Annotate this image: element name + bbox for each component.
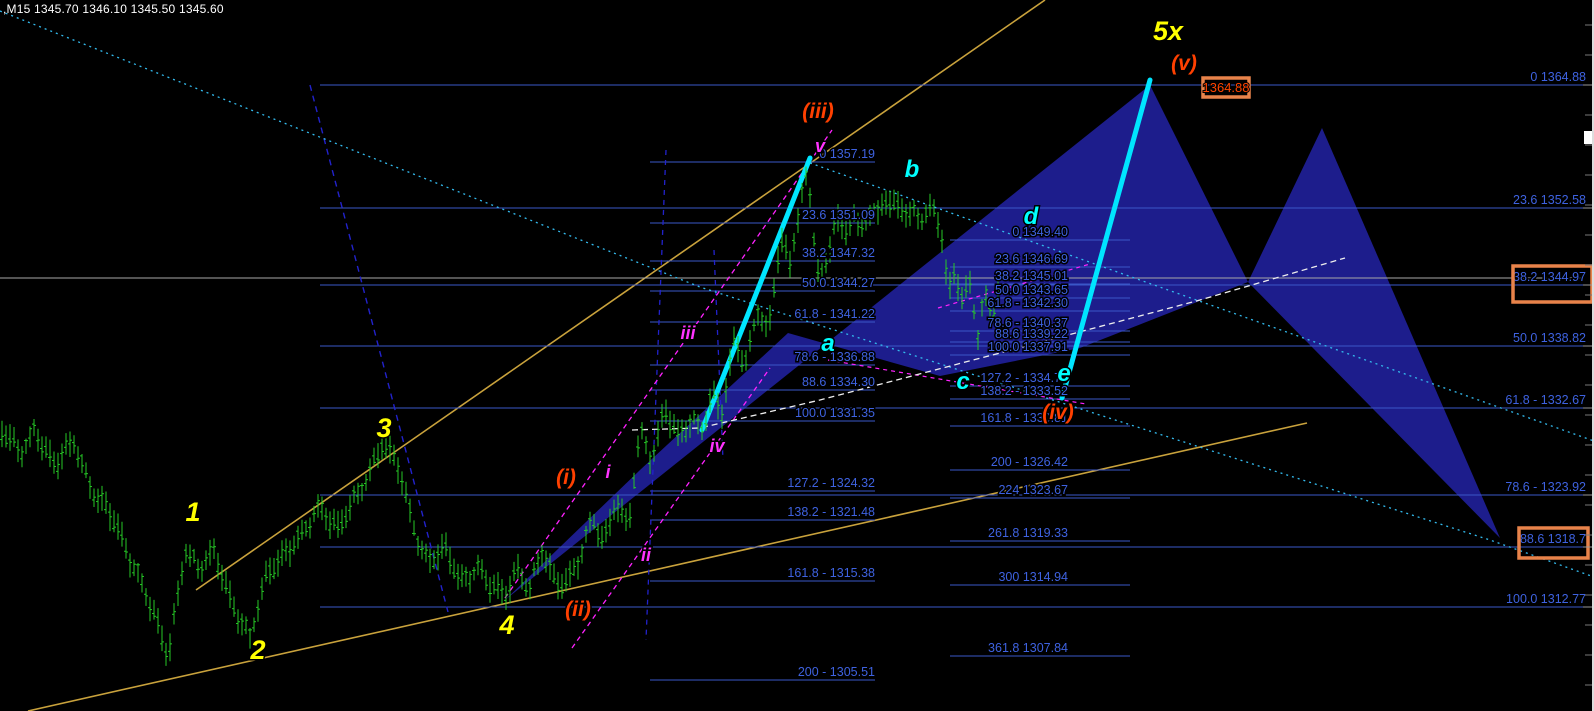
svg-text:0 1364.88: 0 1364.88	[1530, 70, 1586, 84]
svg-text:261.8 1319.33: 261.8 1319.33	[988, 526, 1068, 540]
svg-text:38.2 1347.32: 38.2 1347.32	[802, 246, 875, 260]
svg-text:100.0 1331.35: 100.0 1331.35	[795, 406, 875, 420]
svg-text:23.6 1346.69: 23.6 1346.69	[995, 252, 1068, 266]
svg-text:2: 2	[249, 635, 265, 665]
svg-text:50.0 1343.65: 50.0 1343.65	[995, 283, 1068, 297]
svg-text:78.6 - 1323.92: 78.6 - 1323.92	[1505, 480, 1586, 494]
svg-text:0 1357.19: 0 1357.19	[819, 147, 875, 161]
svg-text:d: d	[1024, 203, 1040, 230]
svg-text:50.0 1344.27: 50.0 1344.27	[802, 276, 875, 290]
svg-text:78.6 - 1340.37: 78.6 - 1340.37	[987, 316, 1068, 330]
svg-text:100.0 1337.91: 100.0 1337.91	[988, 340, 1068, 354]
dashed-lines[interactable]	[0, 10, 1594, 649]
svg-text:88.6 1339.22: 88.6 1339.22	[995, 327, 1068, 341]
svg-text:200 - 1305.51: 200 - 1305.51	[798, 665, 875, 679]
svg-text:23.6 1352.58: 23.6 1352.58	[1513, 193, 1586, 207]
svg-text:361.8 1307.84: 361.8 1307.84	[988, 641, 1068, 655]
svg-text:200 - 1326.42: 200 - 1326.42	[991, 455, 1068, 469]
svg-text:78.6 - 1336.88: 78.6 - 1336.88	[794, 350, 875, 364]
svg-text:(iii): (iii)	[802, 100, 834, 123]
svg-text:127.2 - 1324.32: 127.2 - 1324.32	[787, 476, 875, 490]
svg-text:a: a	[821, 330, 834, 357]
pattern-polygons[interactable]	[505, 85, 1500, 600]
svg-text:(ii): (ii)	[565, 598, 591, 621]
svg-text:100.0 1312.77: 100.0 1312.77	[1506, 592, 1586, 606]
candlesticks	[0, 166, 1000, 666]
svg-text:161.8 - 1315.38: 161.8 - 1315.38	[787, 566, 875, 580]
svg-text:b: b	[905, 156, 920, 183]
trend-lines[interactable]	[27, 0, 1308, 711]
svg-text:38.2 1345.01: 38.2 1345.01	[995, 269, 1068, 283]
svg-text:(i): (i)	[556, 466, 576, 489]
svg-text:iv: iv	[709, 436, 725, 456]
svg-text:300 1314.94: 300 1314.94	[998, 570, 1068, 584]
svg-text:5x: 5x	[1153, 16, 1184, 46]
svg-text:i: i	[605, 462, 611, 482]
svg-text:38.2 1344.97: 38.2 1344.97	[1513, 270, 1586, 284]
svg-text:161.8 - 1330.81: 161.8 - 1330.81	[980, 411, 1068, 425]
svg-text:61.8 - 1341.22: 61.8 - 1341.22	[794, 307, 875, 321]
svg-text:iii: iii	[680, 323, 696, 343]
svg-text:c: c	[956, 368, 969, 395]
svg-text:1364.88: 1364.88	[1203, 80, 1250, 95]
price-axis	[1583, 0, 1594, 711]
svg-text:23.6 1351.09: 23.6 1351.09	[802, 208, 875, 222]
svg-text:0 1349.40: 0 1349.40	[1012, 225, 1068, 239]
svg-text:1: 1	[185, 497, 200, 527]
svg-text:50.0 1338.82: 50.0 1338.82	[1513, 331, 1586, 345]
svg-text:61.8 - 1332.67: 61.8 - 1332.67	[1505, 393, 1586, 407]
svg-text:v: v	[815, 136, 826, 156]
svg-text:e: e	[1057, 360, 1070, 387]
fib-level-lines[interactable]	[320, 84, 1583, 681]
svg-text:4: 4	[498, 610, 514, 640]
svg-text:224 1323.67: 224 1323.67	[998, 483, 1068, 497]
symbol-ohlc-label: ,M15 1345.70 1346.10 1345.50 1345.60	[3, 2, 224, 16]
fib-level-labels: 0 1364.88 23.6 1352.58 38.2 1344.97 50.0 13…	[786, 69, 1588, 681]
svg-text:3: 3	[376, 413, 391, 443]
svg-text:127.2 - 1334.79: 127.2 - 1334.79	[980, 371, 1068, 385]
svg-text:(v): (v)	[1171, 52, 1197, 75]
svg-text:88.6 1318.7: 88.6 1318.7	[1520, 532, 1586, 546]
svg-text:138.2 - 1321.48: 138.2 - 1321.48	[787, 505, 875, 519]
svg-text:138.2 - 1333.52: 138.2 - 1333.52	[980, 384, 1068, 398]
svg-text:(iv): (iv)	[1042, 401, 1074, 424]
svg-text:88.6 1334.30: 88.6 1334.30	[802, 375, 875, 389]
svg-text:61.8 - 1342.30: 61.8 - 1342.30	[987, 296, 1068, 310]
impulse-lines[interactable]	[699, 77, 1153, 433]
svg-text:ii: ii	[641, 545, 652, 565]
